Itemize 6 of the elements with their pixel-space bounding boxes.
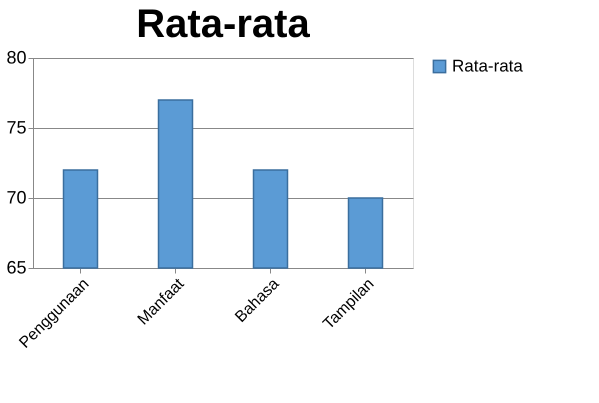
y-tick-label: 80 xyxy=(6,48,26,68)
y-tick-label: 65 xyxy=(6,258,26,278)
chart-title: Rata-rata xyxy=(136,2,310,46)
y-tick-label: 75 xyxy=(6,118,26,138)
legend-label: Rata-rata xyxy=(452,56,524,76)
y-tick-label: 70 xyxy=(6,188,26,208)
